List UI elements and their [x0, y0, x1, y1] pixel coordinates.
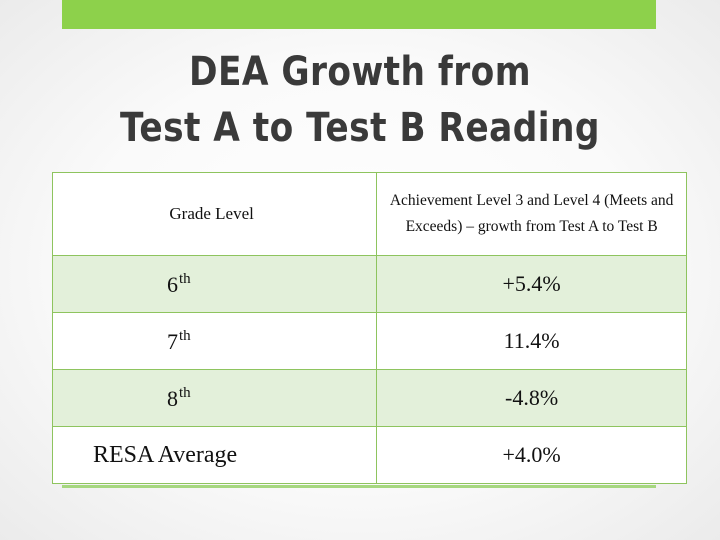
- top-accent-bar: [62, 0, 656, 29]
- growth-value: +4.0%: [376, 426, 687, 484]
- grade-cell: RESA Average: [51, 426, 378, 484]
- header-achievement-line-2: Exceeds) – growth from Test A to Test B: [405, 218, 658, 235]
- growth-value: 11.4%: [376, 312, 687, 370]
- title-line-2: Test A to Test B Reading: [120, 105, 600, 151]
- grade-suffix: th: [179, 384, 191, 401]
- slide-title: DEA Growth from Test A to Test B Reading: [50, 44, 669, 156]
- table-row: 8th -4.8%: [51, 369, 687, 427]
- header-grade-level: Grade Level: [51, 172, 378, 256]
- grade-number: 7: [167, 328, 178, 354]
- growth-table: Grade Level Achievement Level 3 and Leve…: [51, 172, 687, 484]
- growth-value: -4.8%: [376, 369, 687, 427]
- table-row: 7th 11.4%: [51, 312, 687, 370]
- grade-suffix: th: [179, 327, 191, 344]
- header-achievement-growth: Achievement Level 3 and Level 4 (Meets a…: [376, 172, 687, 256]
- table-row: 6th +5.4%: [51, 255, 687, 313]
- grade-cell: 7th: [51, 312, 378, 370]
- title-line-1: DEA Growth from: [188, 49, 532, 95]
- grade-number: 8: [167, 385, 178, 411]
- grade-cell: 6th: [51, 255, 378, 313]
- grade-number: 6: [167, 271, 178, 297]
- grade-suffix: th: [179, 270, 191, 287]
- bottom-accent-line: [62, 485, 656, 488]
- header-achievement-line-1: Achievement Level 3 and Level 4 (Meets a…: [389, 192, 674, 209]
- table-row: RESA Average +4.0%: [51, 426, 687, 484]
- grade-cell: 8th: [51, 369, 378, 427]
- growth-value: +5.4%: [376, 255, 687, 313]
- table-header-row: Grade Level Achievement Level 3 and Leve…: [51, 172, 687, 256]
